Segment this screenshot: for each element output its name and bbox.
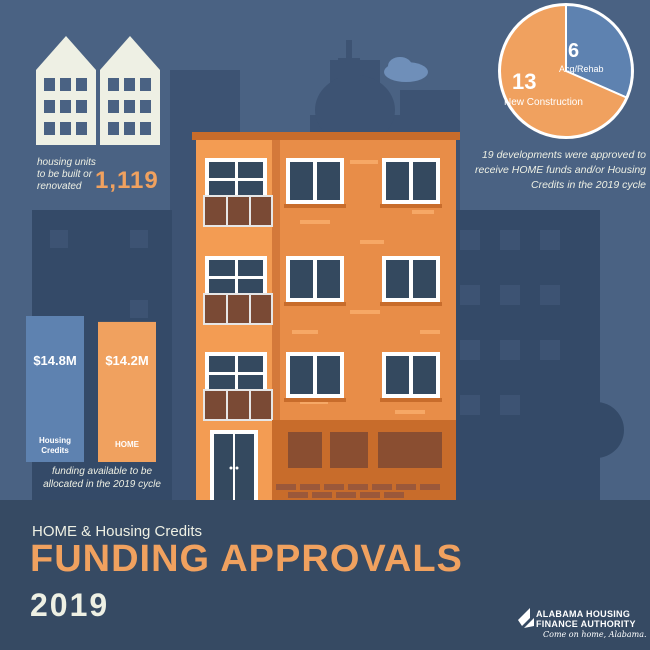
apartment-building-icon — [192, 132, 460, 500]
housing-units-label: housing units to be built or renovated — [37, 157, 96, 192]
funding-bar-housing-credits — [26, 316, 84, 462]
development-pie — [498, 3, 634, 139]
funding-note: funding available to be allocated in the… — [43, 466, 161, 490]
pie-slice-new-construction — [499, 3, 628, 138]
year: 2019 — [30, 587, 110, 623]
developments-description: 19 developments were approved to receive… — [475, 149, 646, 191]
logo-line1: ALABAMA HOUSING — [536, 609, 631, 619]
logo-tagline: Come on home, Alabama. — [543, 630, 647, 639]
footer-band — [0, 500, 650, 650]
pie-new-construction-label: New Construction — [504, 97, 583, 108]
subtitle: HOME & Housing Credits — [32, 523, 203, 540]
funding-bar-chart — [26, 316, 156, 462]
pie-new-construction-number: 13 — [512, 69, 537, 94]
bar-home-value: $14.2M — [105, 353, 149, 368]
pie-slice-acq-rehab — [565, 3, 633, 99]
logo-name: ALABAMA HOUSING FINANCE AUTHORITY — [536, 609, 636, 629]
house-logo-icon — [518, 608, 534, 628]
bar-home-label: HOME — [115, 440, 139, 449]
logo-line2: FINANCE AUTHORITY — [536, 619, 636, 629]
pie-acq-rehab-number: 6 — [568, 40, 580, 62]
housing-units-value: 1,119 — [95, 167, 159, 194]
page-title: FUNDING APPROVALS — [30, 538, 463, 580]
funding-bar-home — [98, 321, 156, 462]
bar-housing-credits-label: Housing Credits — [39, 436, 71, 455]
balcony — [203, 195, 273, 421]
bar-housing-credits-value: $14.8M — [33, 353, 77, 368]
houses-icon — [36, 36, 160, 145]
pie-acq-rehab-label: Acq/Rehab — [559, 64, 604, 74]
